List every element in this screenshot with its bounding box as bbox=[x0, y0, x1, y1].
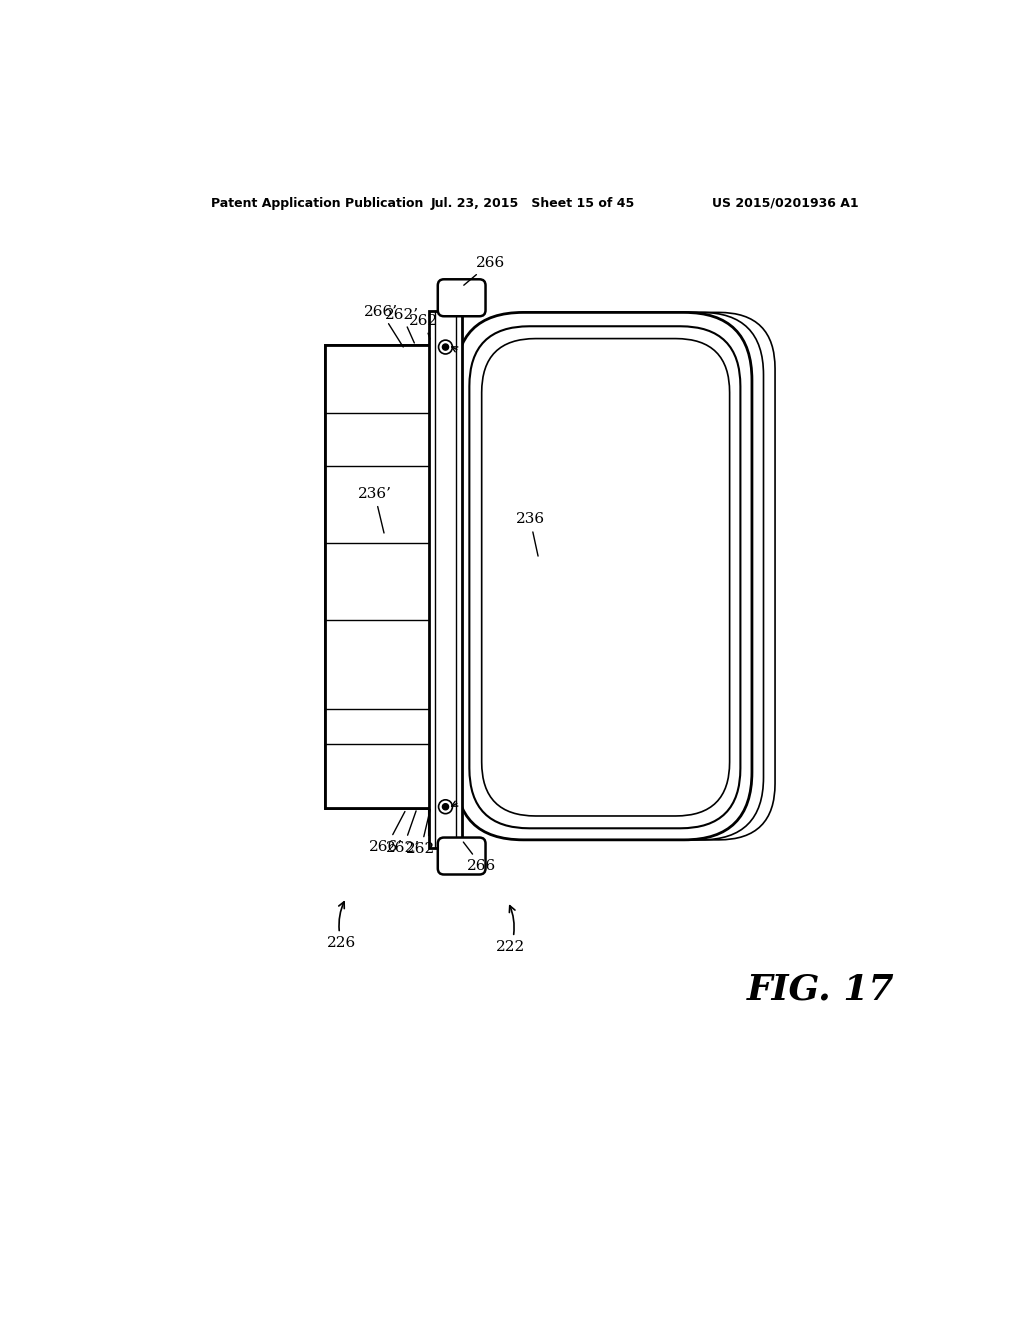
Bar bbox=[131, 297, 331, 836]
Text: 222: 222 bbox=[497, 906, 525, 954]
FancyBboxPatch shape bbox=[438, 280, 485, 317]
Circle shape bbox=[438, 341, 453, 354]
Text: 236’: 236’ bbox=[357, 487, 392, 533]
Text: 226: 226 bbox=[327, 902, 356, 950]
Bar bbox=[325, 345, 452, 808]
Text: 266: 266 bbox=[464, 256, 505, 285]
Bar bbox=[325, 345, 452, 808]
Bar bbox=[429, 808, 452, 836]
Text: US 2015/0201936 A1: US 2015/0201936 A1 bbox=[712, 197, 858, 210]
Ellipse shape bbox=[217, 331, 329, 825]
Text: 262’: 262’ bbox=[386, 810, 420, 854]
Text: Jul. 23, 2015   Sheet 15 of 45: Jul. 23, 2015 Sheet 15 of 45 bbox=[431, 197, 635, 210]
FancyBboxPatch shape bbox=[438, 838, 485, 875]
Text: Patent Application Publication: Patent Application Publication bbox=[211, 197, 424, 210]
Circle shape bbox=[438, 800, 453, 813]
Text: 266’: 266’ bbox=[364, 305, 403, 347]
FancyBboxPatch shape bbox=[469, 326, 740, 829]
FancyBboxPatch shape bbox=[481, 339, 730, 816]
Bar bbox=[429, 312, 462, 849]
Text: 262’: 262’ bbox=[385, 308, 419, 343]
Text: 236: 236 bbox=[515, 512, 545, 556]
Text: FIG. 17: FIG. 17 bbox=[746, 973, 894, 1007]
FancyBboxPatch shape bbox=[456, 313, 752, 840]
Text: 266’: 266’ bbox=[370, 812, 404, 854]
Text: 262: 262 bbox=[407, 809, 435, 857]
Text: 262: 262 bbox=[410, 314, 438, 339]
Circle shape bbox=[442, 345, 449, 350]
Text: 266: 266 bbox=[463, 842, 497, 873]
Ellipse shape bbox=[239, 376, 323, 780]
Circle shape bbox=[442, 804, 449, 809]
